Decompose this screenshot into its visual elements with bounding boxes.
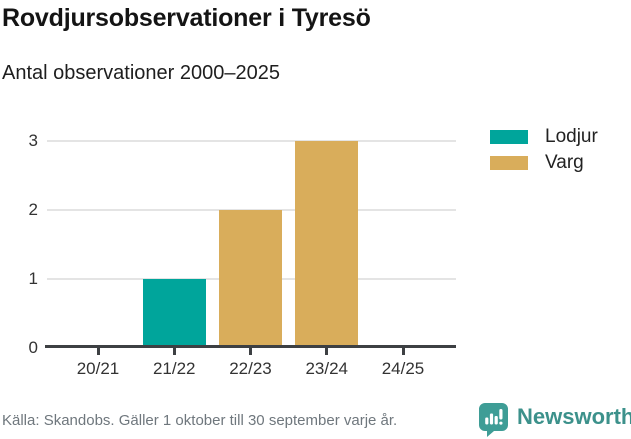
x-axis-line: [45, 345, 456, 348]
x-axis-tick-label: 24/25: [381, 358, 425, 378]
x-axis-tick-label: 22/23: [229, 358, 272, 378]
x-axis-tick: [325, 348, 329, 355]
brand-lockup: Newsworthy: [479, 403, 631, 437]
legend-swatch-lodjur: [490, 130, 528, 144]
gridline-y3: [47, 140, 456, 143]
x-axis-tick: [96, 348, 100, 355]
chart-legend: Lodjur Varg: [490, 126, 598, 182]
bar-varg-23-24: [295, 141, 359, 346]
brand-name: Newsworthy: [517, 404, 631, 429]
legend-item-varg: Varg: [490, 152, 598, 173]
bar-lodjur-21-22: [142, 278, 206, 346]
legend-swatch-varg: [490, 156, 528, 170]
y-axis-tick-label: 3: [28, 131, 38, 151]
x-axis-tick: [172, 348, 176, 355]
y-axis-tick-label: 0: [28, 337, 38, 357]
chart-subtitle: Antal observationer 2000–2025: [2, 62, 280, 84]
y-axis-tick-label: 2: [28, 199, 38, 219]
x-axis-tick: [401, 348, 405, 355]
newsworthy-logo-icon: [479, 403, 508, 437]
legend-label: Lodjur: [545, 126, 598, 147]
x-axis-tick-label: 21/22: [152, 358, 196, 378]
legend-label: Varg: [545, 152, 584, 173]
legend-item-lodjur: Lodjur: [490, 126, 598, 147]
x-axis-tick-label: 23/24: [305, 358, 349, 378]
chart-title: Rovdjursobservationer i Tyresö: [2, 4, 371, 32]
source-note: Källa: Skandobs. Gäller 1 oktober till 3…: [2, 412, 398, 429]
y-axis-tick-label: 1: [28, 268, 38, 288]
x-axis-tick-label: 20/21: [76, 358, 120, 378]
x-axis-tick: [249, 348, 252, 355]
bar-varg-22-23: [219, 209, 282, 346]
